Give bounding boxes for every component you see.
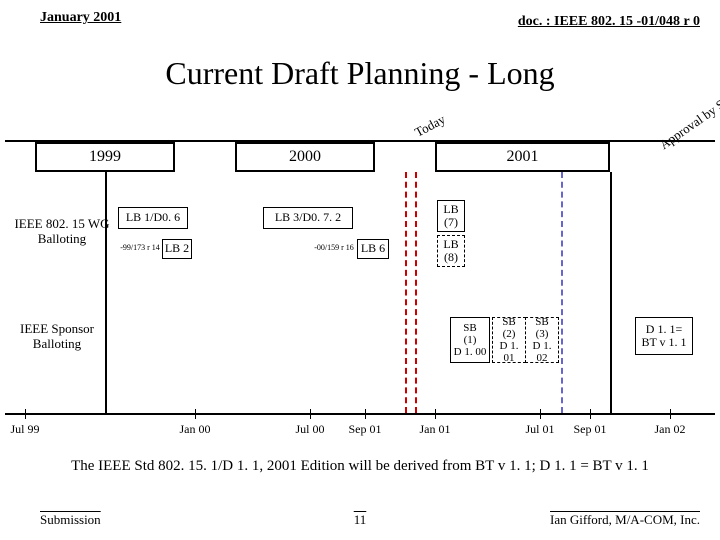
header-date: January 2001 [40, 10, 121, 26]
month-label: Jul 00 [295, 422, 324, 437]
axis-tick [195, 409, 196, 419]
timeline-box: SB(2)D 1. 01 [492, 317, 526, 363]
footer-page: 11 [354, 512, 367, 528]
axis-tick [25, 409, 26, 419]
timeline-box: LB 3/D0. 7. 2 [263, 207, 353, 229]
row-label: IEEE SponsorBalloting [7, 322, 107, 352]
footer-left: Submission [40, 512, 101, 528]
timeline-box: SB(1)D 1. 00 [450, 317, 490, 363]
timeline-vline [105, 172, 107, 413]
timeline-vline [415, 172, 417, 413]
year-header: 2001 [435, 142, 610, 172]
timeline-box: LB(7) [437, 200, 465, 232]
timeline-box: -00/159 r 16 [313, 241, 355, 255]
axis-tick [540, 409, 541, 419]
timeline-box: LB 6 [357, 239, 389, 259]
month-label: Jan 00 [180, 422, 211, 437]
axis-tick [590, 409, 591, 419]
year-header: 1999 [35, 142, 175, 172]
timeline-box: LB(8) [437, 235, 465, 267]
month-label: Jan 01 [420, 422, 451, 437]
header-doc: doc. : IEEE 802. 15 -01/048 r 0 [518, 14, 700, 30]
footnote: The IEEE Std 802. 15. 1/D 1. 1, 2001 Edi… [0, 458, 720, 475]
axis-tick [365, 409, 366, 419]
page-title: Current Draft Planning - Long [0, 55, 720, 92]
axis-tick [435, 409, 436, 419]
today-label: Today [412, 111, 448, 140]
row-label: IEEE 802. 15 WGBalloting [7, 217, 117, 247]
month-label: Sep 01 [574, 422, 607, 437]
axis-tick [310, 409, 311, 419]
timeline-box: -99/173 r 14 [119, 241, 161, 255]
timeline-vline [405, 172, 407, 413]
timeline-vline [610, 172, 612, 413]
month-label: Jan 02 [655, 422, 686, 437]
month-label: Jul 01 [525, 422, 554, 437]
timeline-vline [561, 172, 563, 413]
axis-tick [670, 409, 671, 419]
timeline-box: D 1. 1=BT v 1. 1 [635, 317, 693, 355]
timeline-box: LB 2 [162, 239, 192, 259]
timeline-box: SB(3)D 1. 02 [525, 317, 559, 363]
month-label: Jul 99 [10, 422, 39, 437]
month-label: Sep 01 [349, 422, 382, 437]
footer-author: Ian Gifford, M/A-COM, Inc. [550, 512, 700, 528]
timeline-chart: 1999 2000 2001 IEEE 802. 15 WGBalloting IEEE… [5, 140, 715, 415]
year-header: 2000 [235, 142, 375, 172]
timeline-box: LB 1/D0. 6 [118, 207, 188, 229]
